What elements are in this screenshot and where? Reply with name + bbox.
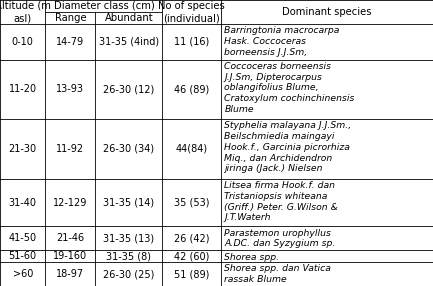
Text: Diameter class (cm): Diameter class (cm) xyxy=(54,1,154,11)
Text: 41-50: 41-50 xyxy=(9,233,37,243)
Text: 31-35 (4ind): 31-35 (4ind) xyxy=(99,37,159,47)
Text: 51 (89): 51 (89) xyxy=(174,269,209,279)
Text: No of species
(individual): No of species (individual) xyxy=(158,1,225,23)
Text: Parastemon urophyllus
A.DC. dan Syzygium sp.: Parastemon urophyllus A.DC. dan Syzygium… xyxy=(224,229,336,249)
Text: Abundant: Abundant xyxy=(104,13,153,23)
Text: 0-10: 0-10 xyxy=(12,37,34,47)
Text: Coccoceras borneensis
J.J.Sm, Dipterocarpus
oblangifolius Blume,
Cratoxylum coch: Coccoceras borneensis J.J.Sm, Dipterocar… xyxy=(224,62,355,114)
Text: Litsea firma Hook.f. dan
Tristaniopsis whiteana
(Griff.) Peter. G.Wilson &
J.T.W: Litsea firma Hook.f. dan Tristaniopsis w… xyxy=(224,181,338,222)
Text: Shorea spp.: Shorea spp. xyxy=(224,253,279,261)
Text: 44(84): 44(84) xyxy=(175,144,208,154)
Text: 31-40: 31-40 xyxy=(9,198,37,208)
Text: 11-92: 11-92 xyxy=(56,144,84,154)
Text: 26-30 (34): 26-30 (34) xyxy=(103,144,155,154)
Text: 11-20: 11-20 xyxy=(9,84,37,94)
Text: 26-30 (12): 26-30 (12) xyxy=(103,84,155,94)
Text: 26-30 (25): 26-30 (25) xyxy=(103,269,155,279)
Text: Styphelia malayana J.J.Sm.,
Beilschmiedia maingayi
Hook.f., Garcinia picrorhiza
: Styphelia malayana J.J.Sm., Beilschmiedi… xyxy=(224,122,352,173)
Text: 31-35 (8): 31-35 (8) xyxy=(107,251,151,261)
Text: 31-35 (14): 31-35 (14) xyxy=(103,198,155,208)
Text: Barringtonia macrocarpa
Hask. Coccoceras
borneensis J.J.Sm,: Barringtonia macrocarpa Hask. Coccoceras… xyxy=(224,26,339,57)
Text: Dominant species: Dominant species xyxy=(282,7,372,17)
Text: 14-79: 14-79 xyxy=(56,37,84,47)
Text: 35 (53): 35 (53) xyxy=(174,198,209,208)
Text: 42 (60): 42 (60) xyxy=(174,251,209,261)
Text: 21-30: 21-30 xyxy=(9,144,37,154)
Text: Altitude (m
asl): Altitude (m asl) xyxy=(0,1,51,23)
Text: 13-93: 13-93 xyxy=(56,84,84,94)
Text: Range: Range xyxy=(55,13,86,23)
Text: 21-46: 21-46 xyxy=(56,233,84,243)
Text: 11 (16): 11 (16) xyxy=(174,37,209,47)
Text: 19-160: 19-160 xyxy=(53,251,87,261)
Text: 12-129: 12-129 xyxy=(53,198,87,208)
Text: 51-60: 51-60 xyxy=(9,251,37,261)
Text: 26 (42): 26 (42) xyxy=(174,233,209,243)
Text: Shorea spp. dan Vatica
rassak Blume: Shorea spp. dan Vatica rassak Blume xyxy=(224,265,331,284)
Text: 46 (89): 46 (89) xyxy=(174,84,209,94)
Text: 18-97: 18-97 xyxy=(56,269,84,279)
Text: 31-35 (13): 31-35 (13) xyxy=(103,233,155,243)
Text: >60: >60 xyxy=(13,269,33,279)
